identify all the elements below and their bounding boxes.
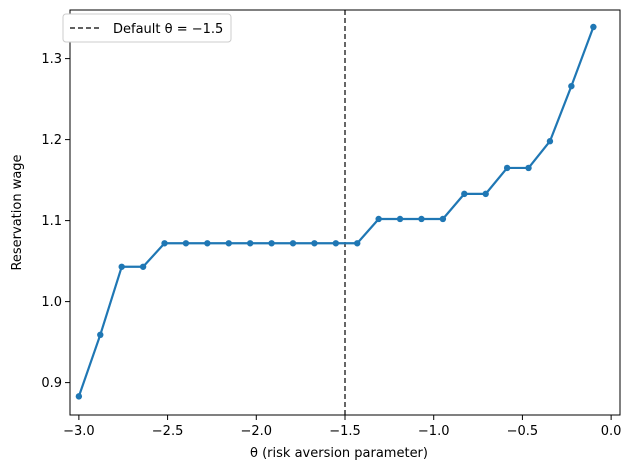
data-point <box>311 240 318 247</box>
data-point <box>75 393 83 400</box>
y-tick-label: 0.9 <box>41 376 62 391</box>
data-point <box>590 23 597 31</box>
data-point <box>568 82 575 90</box>
legend-box <box>62 13 232 43</box>
data-point <box>97 331 104 339</box>
data-point <box>546 138 554 145</box>
x-tick-label: −2.5 <box>152 424 184 439</box>
data-point <box>461 190 468 198</box>
x-tick-label: −0.5 <box>507 424 539 439</box>
x-tick-label: −3.0 <box>63 424 95 439</box>
data-point <box>204 240 211 247</box>
data-point <box>354 240 361 247</box>
y-axis-label: Reservation wage <box>10 154 25 270</box>
data-point <box>418 215 425 223</box>
data-point <box>289 240 297 247</box>
data-point <box>161 240 168 247</box>
x-axis-label: θ (risk aversion parameter) <box>250 446 428 461</box>
legend: Default θ = −1.5 <box>62 13 232 43</box>
y-tick-label: 1.1 <box>41 214 62 229</box>
y-tick-label: 1.0 <box>41 295 62 310</box>
x-axis-ticks: −3.0 −2.5 −2.0 −1.5 −1.0 −0.5 0.0 <box>63 415 621 439</box>
data-point <box>503 164 511 172</box>
x-tick-label: −2.0 <box>241 424 273 439</box>
series-points <box>75 23 597 400</box>
legend-entry-default-theta: Default θ = −1.5 <box>113 22 223 37</box>
data-point <box>139 263 147 270</box>
data-point <box>268 240 275 247</box>
data-point <box>396 215 404 223</box>
data-point <box>246 240 254 247</box>
y-tick-label: 1.2 <box>41 133 62 148</box>
data-point <box>482 190 489 198</box>
data-point <box>375 215 382 223</box>
y-tick-label: 1.3 <box>41 52 62 67</box>
data-point <box>332 240 340 247</box>
data-point <box>439 215 447 223</box>
x-tick-label: 0.0 <box>601 424 622 439</box>
y-axis-ticks: 0.9 1.0 1.1 1.2 1.3 <box>41 52 70 391</box>
data-point <box>182 240 190 247</box>
data-point <box>525 164 532 172</box>
data-point <box>225 240 232 247</box>
data-point <box>118 263 125 270</box>
x-tick-label: −1.5 <box>329 424 361 439</box>
x-tick-label: −1.0 <box>418 424 450 439</box>
